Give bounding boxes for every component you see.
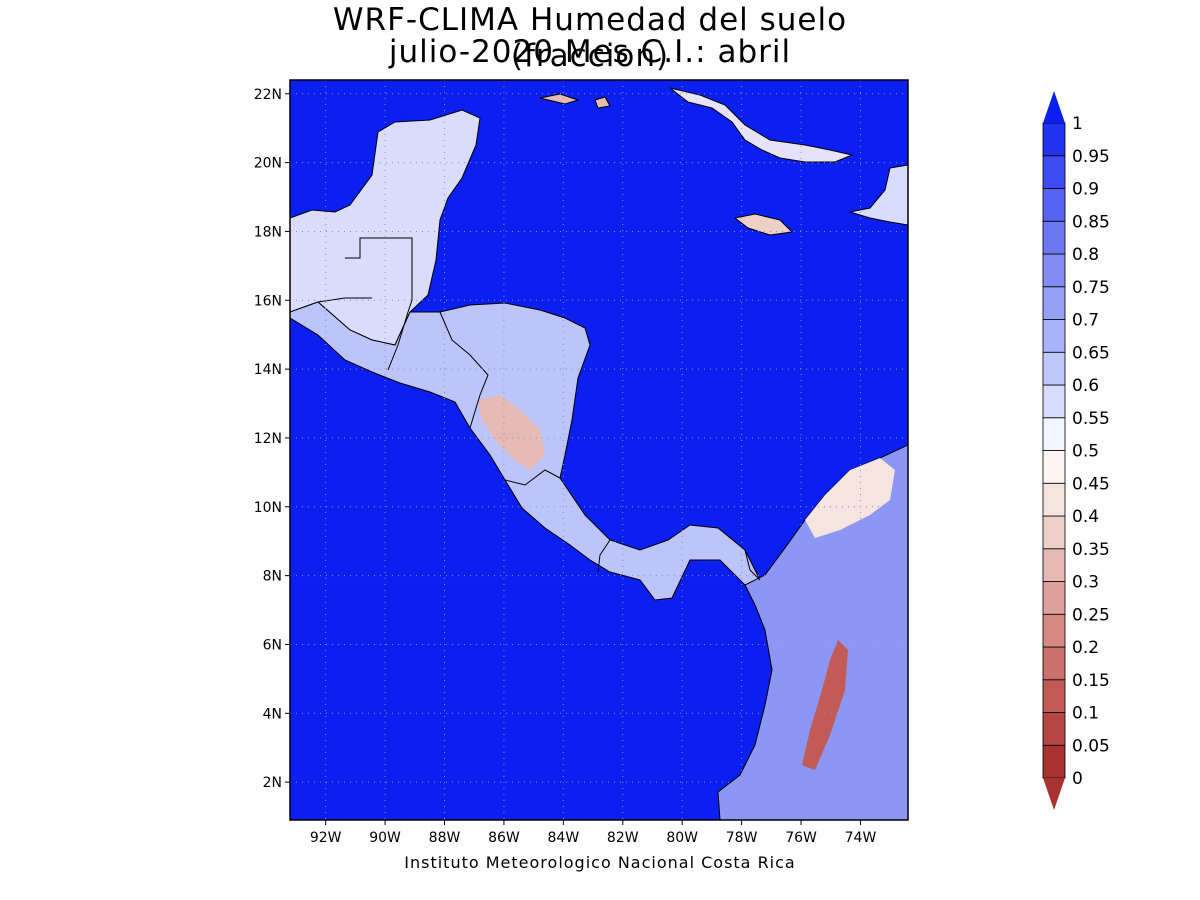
- colorbar-label: 0.15: [1072, 671, 1110, 691]
- colorbar-swatch: [1042, 515, 1066, 550]
- colorbar-label: 0.1: [1072, 704, 1099, 724]
- land-hispaniola: [849, 164, 908, 226]
- lat-tick-label: 12N: [254, 431, 282, 447]
- colorbar-swatch: [1042, 744, 1066, 779]
- colorbar-label: 0.7: [1072, 311, 1099, 331]
- colorbar-label: 0.2: [1072, 638, 1099, 658]
- colorbar-swatch: [1042, 122, 1066, 157]
- lat-tick-label: 8N: [263, 569, 282, 585]
- colorbar-label: 0.25: [1072, 605, 1110, 625]
- latitude-axis: 2N 4N 6N 8N 10N 12N 14N 16N 18N 20N 22N: [254, 87, 290, 791]
- land-jamaica: [733, 213, 794, 236]
- colorbar-label: 0.05: [1072, 736, 1110, 756]
- lon-tick-label: 82W: [607, 830, 639, 846]
- lon-tick-label: 86W: [488, 830, 520, 846]
- colorbar-label: 0.6: [1072, 376, 1099, 396]
- map-gridlines: [290, 80, 908, 820]
- colorbar-extend-high: [1043, 91, 1065, 123]
- land-colombia-coast: [805, 458, 895, 538]
- colorbar-swatch: [1042, 712, 1066, 746]
- colorbar-label: 0.65: [1072, 343, 1110, 363]
- colorbar-swatch: [1042, 351, 1066, 386]
- colorbar-label: 0.35: [1072, 540, 1110, 560]
- lon-tick-label: 90W: [369, 830, 401, 846]
- colorbar-label: 0.75: [1072, 278, 1110, 298]
- colorbar-extend-low: [1043, 778, 1065, 810]
- colorbar-swatch: [1042, 384, 1066, 419]
- lon-tick-label: 88W: [429, 830, 461, 846]
- colorbar-label: 0.45: [1072, 474, 1110, 494]
- longitude-axis: 92W 90W 88W 86W 84W 82W 80W 78W 76W 74W: [310, 820, 877, 846]
- colorbar-swatch: [1042, 482, 1066, 517]
- lat-tick-label: 18N: [254, 224, 282, 240]
- colorbar-swatch: [1042, 253, 1066, 288]
- colorbar-swatch: [1042, 613, 1066, 648]
- land-nicaragua-dry: [478, 395, 545, 470]
- colorbar-label: 0.85: [1072, 212, 1110, 232]
- lon-tick-label: 80W: [666, 830, 698, 846]
- colorbar-swatch: [1042, 220, 1066, 255]
- lat-tick-label: 14N: [254, 362, 282, 378]
- lat-tick-label: 16N: [254, 293, 282, 309]
- colorbar-label: 0.4: [1072, 507, 1099, 527]
- lat-tick-label: 22N: [254, 87, 282, 103]
- colorbar-swatch: [1042, 646, 1066, 681]
- map-title: WRF-CLIMA Humedad del suelo (fraccion): [332, 2, 848, 74]
- lat-tick-label: 2N: [263, 775, 282, 791]
- land-cuba: [669, 87, 854, 163]
- colorbar-swatch: [1042, 155, 1066, 189]
- lat-tick-label: 4N: [263, 706, 282, 722]
- land-small-island-2: [594, 96, 611, 109]
- colorbar-label: 0.9: [1072, 180, 1099, 200]
- credit-text: Instituto Meteorologico Nacional Costa R…: [404, 853, 796, 872]
- colorbar-swatch: [1042, 319, 1066, 353]
- colorbar: 0 0.05 0.1 0.15 0.2 0.25 0.3 0.35 0.4 0.45 0.5 0.55…: [1042, 91, 1110, 810]
- colorbar-label: 0.3: [1072, 573, 1099, 593]
- land-colombia-dry-band: [802, 640, 848, 770]
- colorbar-swatch: [1042, 450, 1066, 484]
- land-layer: [290, 87, 908, 820]
- lon-tick-label: 84W: [548, 830, 580, 846]
- lon-tick-label: 78W: [726, 830, 758, 846]
- map-subtitle: julio-2020 Mes C.I.: abril: [388, 34, 792, 70]
- lat-tick-label: 6N: [263, 637, 282, 653]
- lon-tick-label: 76W: [785, 830, 817, 846]
- colorbar-label: 1: [1072, 114, 1083, 134]
- land-colombia: [717, 444, 908, 820]
- colorbar-swatch: [1042, 581, 1066, 615]
- colorbar-label: 0.8: [1072, 245, 1099, 265]
- colorbar-swatch: [1042, 417, 1066, 451]
- colorbar-label: 0.55: [1072, 409, 1110, 429]
- map-frame: [289, 79, 909, 821]
- colorbar-label: 0.5: [1072, 442, 1099, 462]
- colorbar-label: 0.95: [1072, 147, 1110, 167]
- colorbar-swatch: [1042, 679, 1066, 713]
- land-small-island: [539, 93, 580, 105]
- lon-tick-label: 92W: [310, 830, 342, 846]
- colorbar-swatch: [1042, 286, 1066, 320]
- colorbar-label: 0: [1072, 769, 1083, 789]
- lat-tick-label: 20N: [254, 156, 282, 172]
- lat-tick-label: 10N: [254, 500, 282, 516]
- colorbar-swatch: [1042, 188, 1066, 222]
- lon-tick-label: 74W: [845, 830, 877, 846]
- colorbar-swatch: [1042, 548, 1066, 582]
